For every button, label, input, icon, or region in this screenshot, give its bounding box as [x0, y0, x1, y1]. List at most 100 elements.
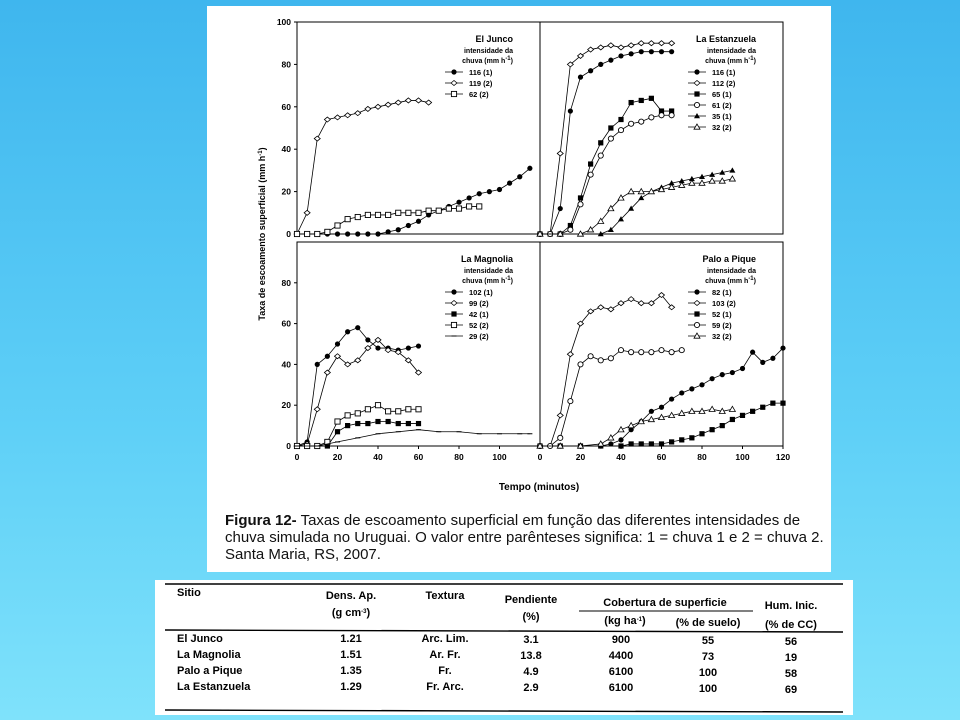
series-line [296, 339, 419, 447]
marker-point [597, 152, 604, 159]
marker-point [588, 68, 594, 74]
header-hum: Hum. Inic. [765, 600, 818, 612]
legend-heading: chuva (mm h-1) [462, 276, 513, 285]
marker-point [608, 125, 614, 131]
legend-entry: 116 (1) [712, 68, 736, 77]
legend-heading-part: chuva (mm h [705, 58, 748, 65]
cell-dens: 1.21 [340, 633, 361, 645]
marker-point [729, 167, 736, 173]
marker-point [668, 304, 676, 311]
marker-point [451, 289, 457, 295]
chart-panel-3: 0 20 40 60 80 100 120 Palo a Pique intensidade d… [536, 241, 790, 462]
marker-point [415, 420, 422, 427]
header-cobertura-pct: (% de suelo) [676, 617, 741, 629]
chart-title: La Magnolia [461, 254, 514, 264]
marker-point [608, 57, 614, 63]
y-tick-label: 80 [282, 59, 292, 69]
marker-point [354, 110, 362, 117]
marker-point [577, 201, 584, 208]
legend-entry: 99 (2) [469, 299, 489, 308]
marker-point [435, 207, 442, 214]
marker-point [345, 231, 351, 237]
marker-point [739, 412, 746, 418]
legend-heading-sup: -1 [748, 276, 754, 282]
marker-point [597, 304, 605, 311]
legend-entry: 29 (2) [469, 332, 489, 341]
marker-point [648, 49, 654, 55]
header-pendiente-unit: (%) [522, 611, 539, 623]
marker-point [556, 230, 564, 237]
marker-point [365, 337, 371, 343]
marker-point [780, 400, 786, 406]
legend-entry: 103 (2) [712, 299, 736, 308]
header-pendiente: Pendiente [505, 594, 558, 606]
figure-caption: Figura 12- Taxas de escoamento superfici… [225, 512, 825, 563]
x-tick-label: 20 [576, 452, 586, 462]
soil-table: Sitio Dens. Ap. (g cm-3) Textura Pendiente (%… [164, 583, 844, 713]
marker-point [384, 101, 392, 108]
marker-point [669, 439, 675, 445]
legend-entry: 112 (2) [712, 79, 736, 88]
marker-point [638, 441, 644, 447]
marker-point [450, 79, 458, 87]
marker-point [557, 205, 563, 212]
y-axis-label-sup: -1 [258, 150, 264, 156]
series-4 [537, 167, 736, 237]
series-1 [536, 40, 676, 238]
marker-point [425, 99, 433, 106]
x-axis-label: Tempo (minutos) [499, 482, 579, 493]
header-cobertura-kg: (kg ha-1) [604, 615, 646, 627]
marker-point [567, 398, 574, 405]
marker-point [323, 116, 331, 123]
marker-point [374, 103, 382, 110]
marker-point [658, 112, 665, 119]
header-textura: Textura [426, 590, 466, 602]
series-1 [293, 97, 433, 238]
marker-point [627, 42, 635, 49]
x-tick-label: 40 [616, 452, 626, 462]
marker-point [679, 390, 685, 396]
marker-point [496, 186, 503, 193]
series-line [296, 327, 419, 447]
marker-point [709, 171, 716, 177]
marker-point [597, 231, 604, 237]
marker-point [648, 349, 655, 356]
x-tick-label: 100 [735, 452, 749, 462]
y-axis-label: Taxa de escoamento superficial (mm h-1) [257, 147, 267, 320]
legend-heading-sup: -1 [748, 56, 754, 62]
marker-point [638, 349, 645, 356]
marker-point [627, 187, 635, 195]
marker-point [647, 415, 656, 423]
y-tick-label: 0 [286, 229, 291, 239]
marker-point [344, 412, 351, 419]
marker-point [637, 417, 645, 425]
y-tick-label: 20 [282, 187, 292, 197]
series-0 [537, 345, 786, 449]
marker-point [404, 97, 412, 104]
marker-point [527, 165, 533, 171]
legend-heading-part: chuva (mm h [462, 278, 505, 285]
y-axis-label-part: ) [257, 147, 267, 150]
marker-point [466, 195, 472, 201]
marker-point [657, 40, 666, 47]
marker-point [709, 376, 715, 382]
marker-point [728, 405, 737, 412]
series-line [540, 349, 682, 447]
series-1 [536, 292, 676, 450]
marker-point [404, 357, 412, 364]
marker-point [345, 423, 351, 429]
marker-point [668, 180, 675, 186]
marker-point [395, 227, 401, 233]
legend-heading-part: chuva (mm h [462, 58, 505, 65]
marker-point [576, 52, 585, 59]
marker-point [375, 418, 381, 425]
legend-entry: 102 (1) [469, 288, 493, 297]
marker-point [587, 46, 595, 53]
marker-point [450, 299, 458, 307]
header-cobertura-kg-part: (kg ha [604, 615, 637, 627]
marker-point [628, 51, 634, 57]
marker-point [647, 40, 655, 47]
marker-point [760, 359, 766, 365]
marker-point [694, 311, 700, 317]
